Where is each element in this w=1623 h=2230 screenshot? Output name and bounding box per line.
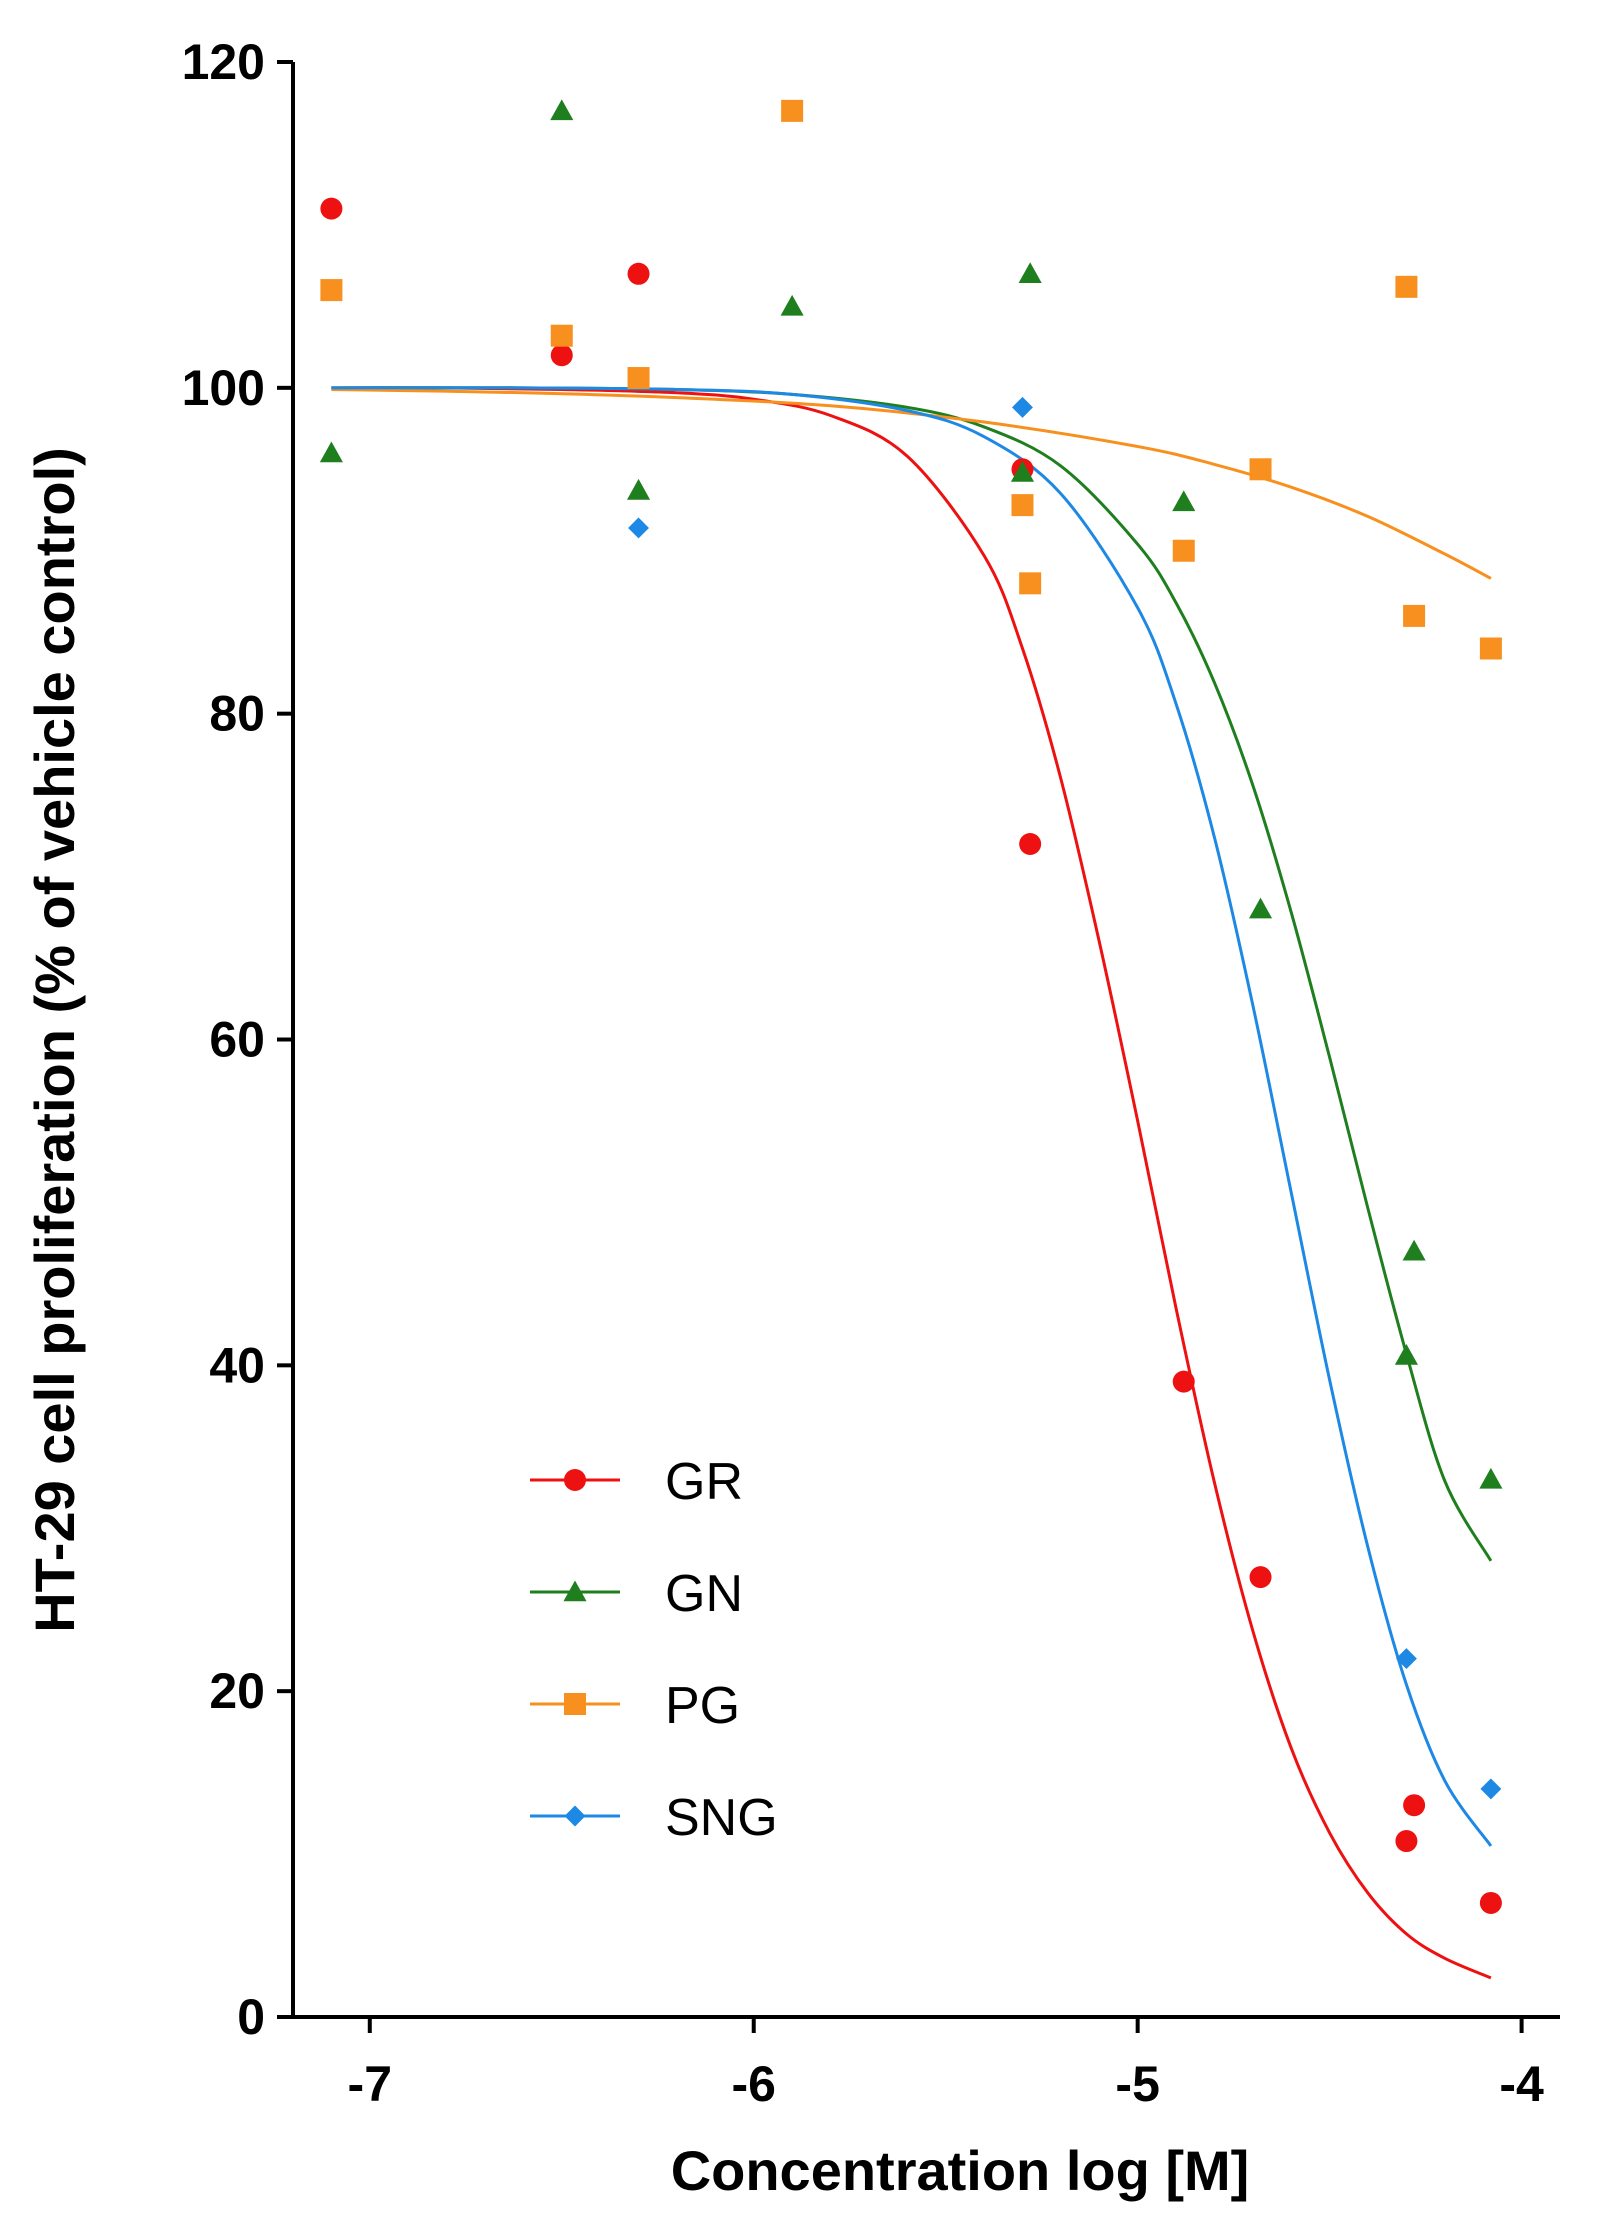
x-tick-label: -7 bbox=[348, 2056, 392, 2112]
point-gr bbox=[627, 262, 650, 285]
point-pg bbox=[1249, 458, 1272, 481]
point-gn bbox=[1402, 1239, 1426, 1261]
legend-marker-gr bbox=[564, 1469, 586, 1491]
legend: GR GN PG SNG bbox=[530, 1453, 778, 1847]
point-gr bbox=[1479, 1891, 1502, 1914]
point-gn bbox=[1394, 1344, 1418, 1365]
point-gr bbox=[1395, 1830, 1418, 1853]
point-gn bbox=[780, 294, 804, 316]
point-gn bbox=[1479, 1467, 1503, 1489]
data-points bbox=[319, 99, 1503, 1914]
point-pg bbox=[1011, 494, 1034, 517]
axes: 0 20 40 60 80 100 120 -7 -6 -5 -4 bbox=[182, 34, 1560, 2112]
y-tick-label: 120 bbox=[182, 34, 265, 90]
point-gn bbox=[1172, 490, 1196, 512]
point-gn bbox=[319, 441, 343, 463]
point-gn bbox=[1010, 461, 1035, 482]
point-pg bbox=[1172, 539, 1195, 562]
point-sng bbox=[1012, 396, 1033, 418]
point-sng bbox=[1480, 1778, 1502, 1800]
y-tick-label: 100 bbox=[182, 360, 265, 416]
fit-curves bbox=[331, 386, 1493, 1980]
point-gn bbox=[1018, 262, 1042, 284]
y-tick-label: 80 bbox=[209, 686, 265, 742]
legend-marker-gn bbox=[563, 1580, 587, 1602]
legend-marker-pg bbox=[564, 1693, 586, 1715]
point-pg bbox=[781, 99, 804, 122]
point-pg bbox=[320, 279, 343, 302]
y-axis-title: HT-29 cell proliferation (% of vehicle c… bbox=[23, 447, 86, 1633]
point-pg bbox=[627, 367, 650, 390]
y-tick-label: 20 bbox=[209, 1663, 265, 1719]
y-tick-label: 60 bbox=[209, 1012, 265, 1068]
point-gn bbox=[1248, 897, 1273, 919]
legend-label-gn: GN bbox=[665, 1565, 743, 1623]
y-tick-label: 0 bbox=[237, 1989, 265, 2045]
point-pg bbox=[1019, 572, 1042, 595]
point-pg bbox=[550, 324, 573, 347]
legend-label-pg: PG bbox=[665, 1677, 740, 1735]
point-gr bbox=[1249, 1566, 1272, 1589]
x-tick-label: -5 bbox=[1115, 2056, 1159, 2112]
y-tick-label: 40 bbox=[209, 1337, 265, 1393]
point-pg bbox=[1403, 604, 1426, 627]
point-gr bbox=[550, 344, 573, 367]
point-gr bbox=[1403, 1794, 1426, 1817]
curve-pg bbox=[331, 387, 1492, 580]
x-axis-title: Concentration log [M] bbox=[671, 2139, 1250, 2202]
point-pg bbox=[1395, 275, 1418, 298]
point-gn bbox=[626, 478, 651, 500]
legend-label-sng: SNG bbox=[665, 1789, 778, 1847]
x-tick-label: -6 bbox=[731, 2056, 775, 2112]
point-sng bbox=[628, 517, 649, 539]
curve-gn bbox=[331, 386, 1493, 1562]
x-tick-label: -4 bbox=[1499, 2056, 1544, 2112]
point-sng bbox=[1395, 1648, 1417, 1670]
point-gr bbox=[1172, 1370, 1195, 1393]
point-gn bbox=[550, 99, 574, 121]
curve-sng bbox=[331, 386, 1493, 1847]
curve-gr bbox=[331, 386, 1492, 1980]
legend-marker-sng bbox=[564, 1805, 586, 1827]
point-gr bbox=[320, 197, 343, 220]
point-pg bbox=[1479, 637, 1502, 660]
legend-label-gr: GR bbox=[665, 1453, 743, 1511]
point-gr bbox=[1019, 833, 1042, 855]
